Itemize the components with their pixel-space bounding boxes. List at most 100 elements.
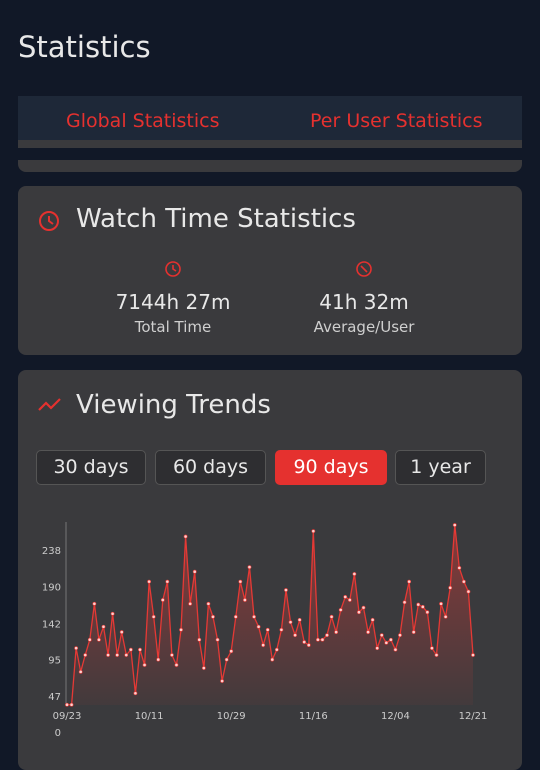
point	[183, 534, 188, 539]
area	[67, 525, 473, 705]
point	[315, 637, 320, 642]
point	[311, 529, 316, 534]
point	[302, 640, 307, 644]
point	[361, 605, 366, 610]
point	[224, 657, 229, 662]
point	[384, 640, 389, 645]
point	[69, 702, 74, 707]
tab[interactable]: Per User Statistics	[310, 110, 483, 132]
point	[256, 624, 261, 629]
tab-bar: Global Statistics Per User Statistics	[18, 96, 522, 148]
point	[461, 579, 466, 584]
point	[457, 565, 462, 570]
point	[78, 669, 83, 674]
point	[265, 627, 270, 632]
y-tick-label: 95	[48, 655, 61, 666]
point	[338, 608, 343, 612]
point	[329, 614, 334, 619]
point	[211, 614, 215, 619]
point	[393, 647, 398, 652]
point	[261, 643, 266, 647]
clock-icon	[165, 261, 181, 277]
watch-time-card: Watch Time Statistics 7144h 27m Total Ti…	[18, 186, 522, 355]
tab[interactable]: Global Statistics	[66, 110, 220, 132]
point	[402, 600, 407, 605]
point	[160, 598, 165, 602]
point	[229, 649, 234, 654]
point	[238, 579, 243, 584]
point	[439, 601, 443, 606]
stat-label: Total Time	[134, 318, 212, 336]
point	[407, 579, 412, 584]
point	[430, 646, 434, 651]
point	[270, 657, 275, 662]
point	[197, 637, 202, 642]
y-tick-label: 190	[42, 583, 61, 594]
point	[279, 627, 284, 632]
range-button[interactable]: 30 days	[36, 450, 146, 485]
point	[293, 633, 297, 638]
point	[334, 630, 339, 634]
point	[288, 620, 293, 625]
point	[243, 598, 247, 602]
point	[320, 637, 325, 642]
point	[297, 617, 302, 622]
point	[247, 565, 252, 570]
range-button[interactable]: 60 days	[155, 450, 266, 485]
point	[133, 691, 138, 696]
point	[179, 627, 183, 632]
trend-icon	[38, 398, 61, 411]
point	[206, 601, 211, 606]
point	[138, 647, 142, 652]
point	[434, 653, 439, 657]
point	[92, 601, 97, 606]
y-tick-label: 47	[48, 692, 61, 703]
point	[352, 572, 357, 576]
point	[443, 614, 448, 619]
point	[357, 610, 361, 615]
point	[142, 663, 147, 667]
point	[452, 523, 457, 527]
x-tick-label: 10/29	[217, 711, 246, 722]
range-button[interactable]: 90 days	[275, 450, 387, 485]
point	[379, 633, 384, 638]
point	[74, 646, 79, 651]
point	[170, 653, 174, 657]
point	[151, 614, 156, 619]
point	[97, 637, 101, 642]
point	[347, 598, 352, 602]
point	[233, 614, 238, 619]
range-button[interactable]: 1 year	[395, 450, 486, 485]
point	[124, 653, 129, 657]
point	[115, 653, 120, 657]
x-tick-label: 09/23	[53, 711, 82, 722]
point	[366, 630, 370, 634]
spacer	[0, 148, 540, 160]
point	[65, 702, 69, 707]
line	[67, 525, 474, 706]
point	[156, 657, 161, 662]
page-title: Statistics	[18, 30, 151, 64]
point	[128, 647, 133, 652]
y-tick-label: 0	[55, 728, 61, 739]
clock-icon	[39, 211, 59, 231]
point	[83, 653, 88, 657]
point	[375, 646, 380, 651]
point	[192, 569, 197, 574]
point	[174, 663, 179, 667]
point	[87, 637, 92, 642]
x-tick-label: 11/16	[299, 711, 328, 722]
point	[188, 601, 193, 606]
stat-label: Average/User	[313, 318, 415, 336]
point	[388, 637, 393, 642]
point	[252, 614, 256, 619]
point	[147, 579, 152, 584]
timer-icon	[356, 261, 372, 277]
point	[343, 595, 348, 599]
point	[284, 588, 288, 592]
x-tick-label: 10/11	[135, 711, 164, 722]
y-tick-label: 142	[42, 619, 61, 630]
y-tick-label: 238	[42, 546, 61, 557]
page: Statistics Global Statistics Per User St…	[0, 30, 540, 770]
point	[106, 653, 110, 657]
